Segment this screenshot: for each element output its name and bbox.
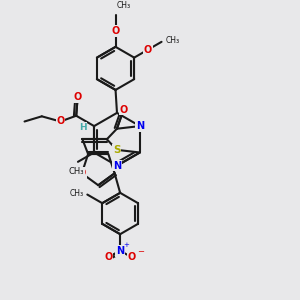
Text: O: O <box>111 26 120 36</box>
Text: O: O <box>128 252 136 262</box>
Text: −: − <box>137 248 144 256</box>
Text: +: + <box>124 242 129 248</box>
Text: O: O <box>74 92 82 102</box>
Text: N: N <box>113 161 121 171</box>
Text: N: N <box>136 121 144 131</box>
Text: CH₃: CH₃ <box>117 1 131 10</box>
Text: N: N <box>116 246 124 256</box>
Text: H: H <box>79 123 86 132</box>
Text: CH₃: CH₃ <box>70 189 84 198</box>
Text: S: S <box>113 145 121 155</box>
Text: O: O <box>119 105 128 115</box>
Text: O: O <box>78 168 86 178</box>
Text: CH₃: CH₃ <box>166 36 180 45</box>
Text: CH₃: CH₃ <box>69 167 84 176</box>
Text: O: O <box>144 45 152 55</box>
Text: O: O <box>104 252 113 262</box>
Text: O: O <box>56 116 64 127</box>
